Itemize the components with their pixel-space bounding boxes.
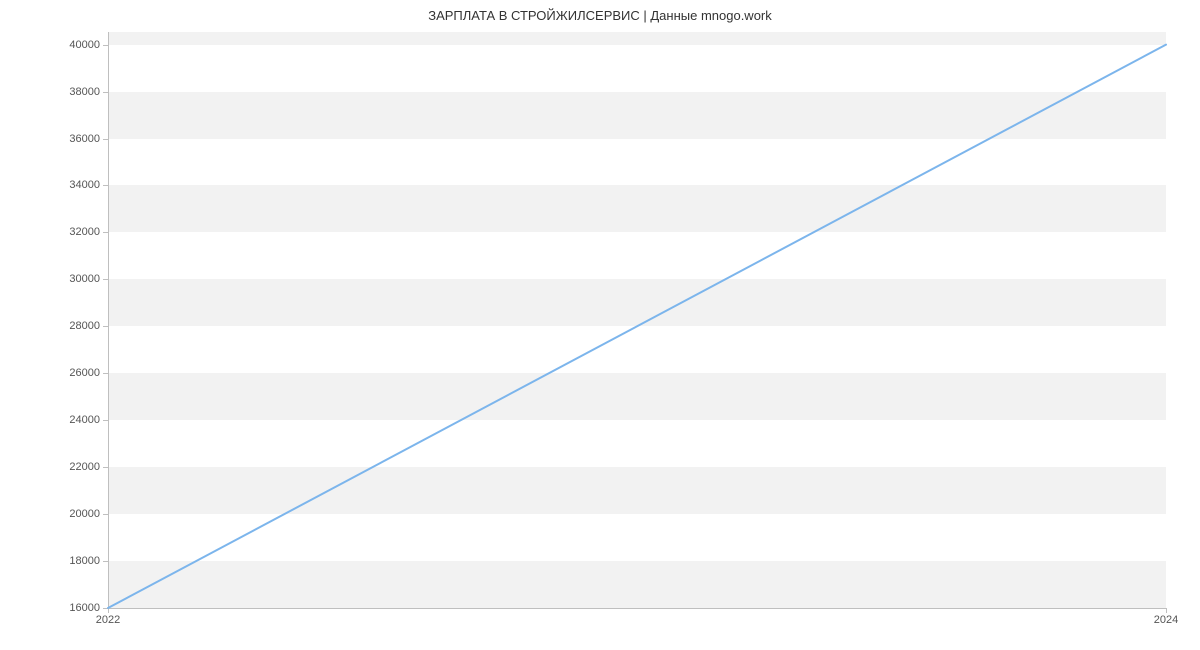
plot-area: 1600018000200002200024000260002800030000… <box>108 32 1166 608</box>
y-tick-label: 22000 <box>69 461 100 473</box>
y-tick-label: 20000 <box>69 508 100 520</box>
x-axis-line <box>108 608 1166 609</box>
x-tick-label: 2022 <box>96 614 120 626</box>
y-tick-label: 24000 <box>69 414 100 426</box>
y-tick-label: 36000 <box>69 133 100 145</box>
y-tick-label: 38000 <box>69 86 100 98</box>
y-tick-label: 40000 <box>69 39 100 51</box>
y-tick-label: 28000 <box>69 320 100 332</box>
salary-line-chart: ЗАРПЛАТА В СТРОЙЖИЛСЕРВИС | Данные mnogo… <box>0 0 1200 650</box>
line-layer <box>108 32 1166 608</box>
y-tick-label: 26000 <box>69 367 100 379</box>
series-line-salary <box>108 45 1166 608</box>
y-tick-label: 32000 <box>69 226 100 238</box>
y-tick-label: 30000 <box>69 273 100 285</box>
chart-title: ЗАРПЛАТА В СТРОЙЖИЛСЕРВИС | Данные mnogo… <box>0 8 1200 23</box>
x-tick-mark <box>1166 608 1167 613</box>
y-tick-label: 16000 <box>69 602 100 614</box>
x-tick-label: 2024 <box>1154 614 1178 626</box>
y-tick-label: 34000 <box>69 179 100 191</box>
y-tick-label: 18000 <box>69 555 100 567</box>
